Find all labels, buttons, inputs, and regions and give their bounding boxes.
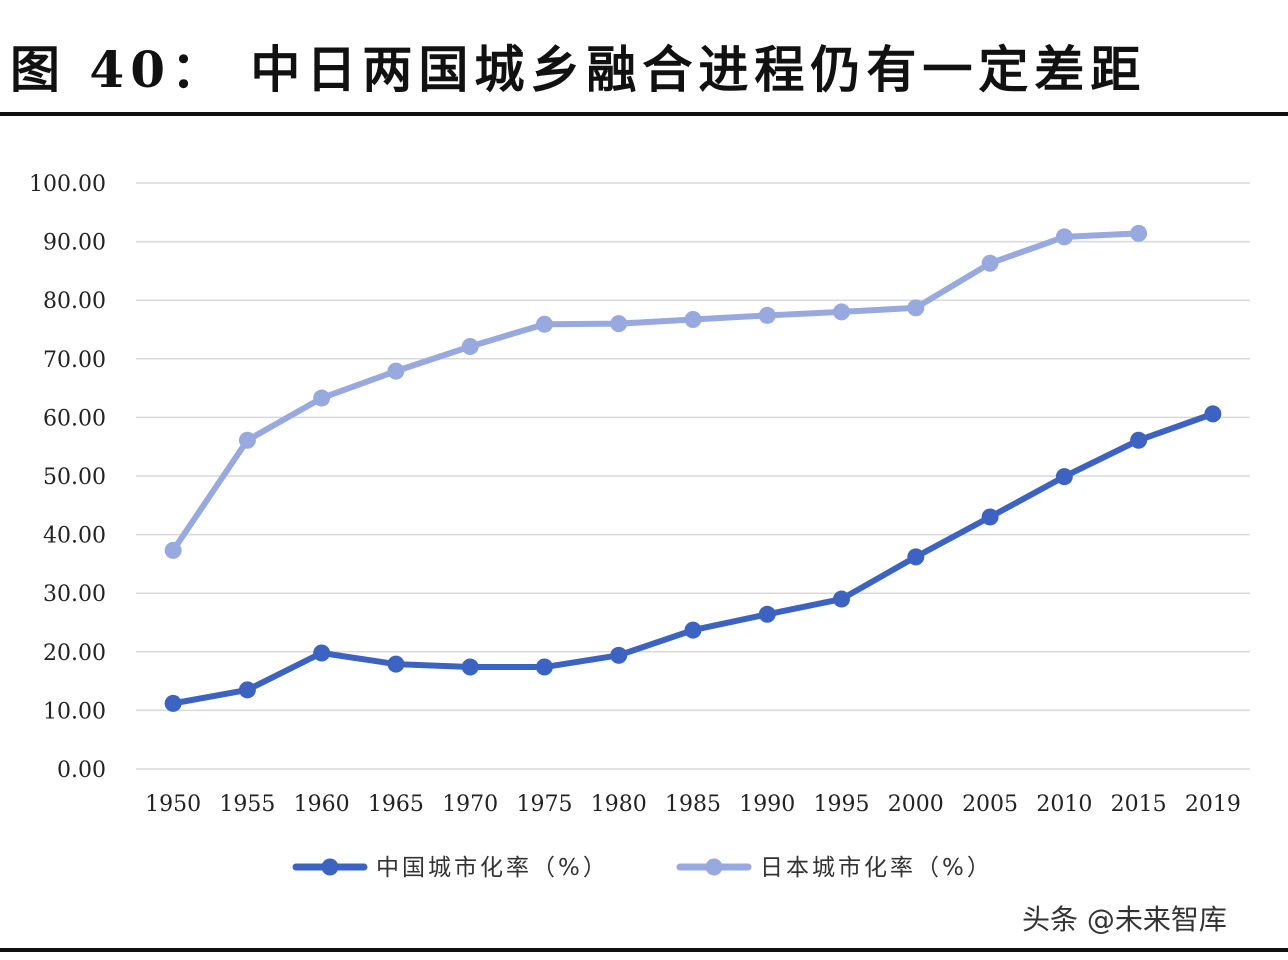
grid-lines [136,182,1250,770]
legend-label: 中国城市化率（%） [376,855,609,881]
data-point [610,646,628,664]
data-point [981,254,999,272]
series-line-japan [170,230,1142,554]
data-point [684,621,702,639]
series-line-china [170,410,1216,707]
x-tick-label: 1960 [294,792,350,817]
data-point [610,315,628,333]
bottom-rule [0,948,1288,952]
y-tick-label: 30.00 [43,582,106,607]
x-tick-label: 1975 [516,792,572,817]
y-tick-labels: 0.00 10.00 20.00 30.00 40.00 50.00 60.00 70.00 8… [29,172,106,783]
data-point [907,299,925,317]
y-tick-label: 60.00 [43,406,106,431]
data-point [238,431,256,449]
data-point [833,590,851,608]
y-tick-label: 40.00 [43,524,106,549]
data-point [1130,431,1148,449]
data-point [758,605,776,623]
data-point [1130,224,1148,242]
data-point [758,306,776,324]
watermark: 头条 @未来智库 [1022,903,1227,936]
data-point [313,389,331,407]
data-point [238,681,256,699]
series-group [164,224,1222,712]
data-point [387,655,405,673]
y-tick-label: 70.00 [43,348,106,373]
data-point [981,508,999,526]
x-tick-label: 2000 [888,792,944,817]
data-point [833,303,851,321]
x-tick-label: 1990 [739,792,795,817]
legend-label: 日本城市化率（%） [760,855,993,881]
y-tick-label: 0.00 [57,758,106,783]
data-point [535,658,553,676]
x-tick-label: 1985 [665,792,721,817]
data-point [1055,468,1073,486]
y-tick-label: 80.00 [43,289,106,314]
x-tick-label: 2019 [1185,792,1241,817]
data-point [1204,405,1222,423]
data-point [164,541,182,559]
y-tick-label: 50.00 [43,465,106,490]
x-tick-label: 1995 [814,792,870,817]
legend-swatch-marker [321,858,339,876]
data-point [907,548,925,566]
x-tick-label: 1955 [219,792,275,817]
data-point [387,362,405,380]
x-tick-label: 1965 [368,792,424,817]
data-point [164,694,182,712]
legend-swatch-marker [705,858,723,876]
data-point [461,337,479,355]
data-point [684,311,702,329]
y-tick-label: 100.00 [29,172,106,197]
data-point [461,658,479,676]
y-tick-label: 90.00 [43,231,106,256]
figure-title: 图 40： 中日两国城乡融合进程仍有一定差距 [10,40,1147,99]
x-tick-label: 1980 [591,792,647,817]
y-tick-label: 20.00 [43,641,106,666]
x-tick-labels: 1950 1955 1960 1965 1970 1975 1980 1985 1990 1995… [145,792,1241,817]
y-tick-label: 10.00 [43,699,106,724]
data-point [1055,228,1073,246]
data-point [535,315,553,333]
x-tick-label: 1950 [145,792,201,817]
legend: 中国城市化率（%） 日本城市化率（%） [292,855,993,881]
top-rule [0,112,1288,116]
x-tick-label: 2005 [962,792,1018,817]
x-tick-label: 2015 [1111,792,1167,817]
x-tick-label: 1970 [442,792,498,817]
x-tick-label: 2010 [1036,792,1092,817]
data-point [313,644,331,662]
